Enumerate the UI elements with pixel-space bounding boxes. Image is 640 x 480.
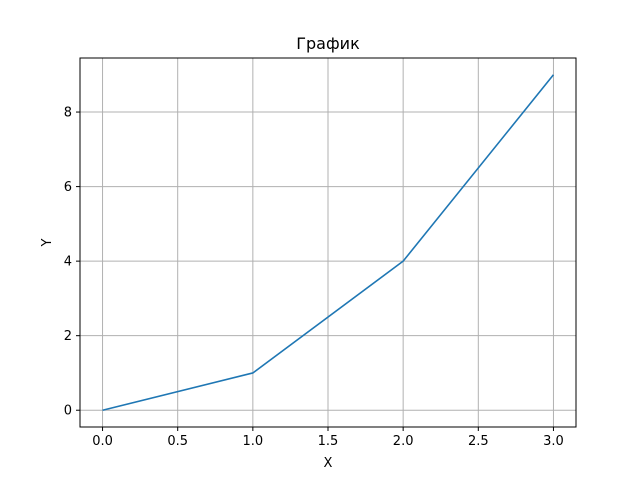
x-tick-label: 1.0 bbox=[243, 434, 264, 449]
series-layer bbox=[102, 74, 555, 412]
x-tick-label: 1.5 bbox=[318, 434, 339, 449]
y-tick-label: 2 bbox=[64, 329, 72, 344]
y-axis-label: Y bbox=[40, 238, 55, 247]
chart-title: График bbox=[296, 34, 360, 53]
x-tick-label: 0.0 bbox=[92, 434, 113, 449]
y-axis-ticks: 0 2 4 6 8 bbox=[64, 106, 80, 419]
series-line bbox=[102, 74, 555, 412]
y-tick-label: 6 bbox=[64, 180, 72, 195]
x-axis-ticks: 0.0 0.5 1.0 1.5 2.0 2.5 3.0 bbox=[92, 427, 564, 449]
x-axis-label: X bbox=[324, 456, 333, 471]
grid bbox=[80, 58, 576, 427]
y-tick-label: 4 bbox=[64, 255, 72, 270]
x-tick-label: 3.0 bbox=[543, 434, 564, 449]
x-tick-label: 0.5 bbox=[167, 434, 188, 449]
x-tick-label: 2.5 bbox=[468, 434, 489, 449]
y-tick-label: 8 bbox=[64, 106, 72, 121]
x-tick-label: 2.0 bbox=[393, 434, 414, 449]
y-tick-label: 0 bbox=[64, 404, 72, 419]
